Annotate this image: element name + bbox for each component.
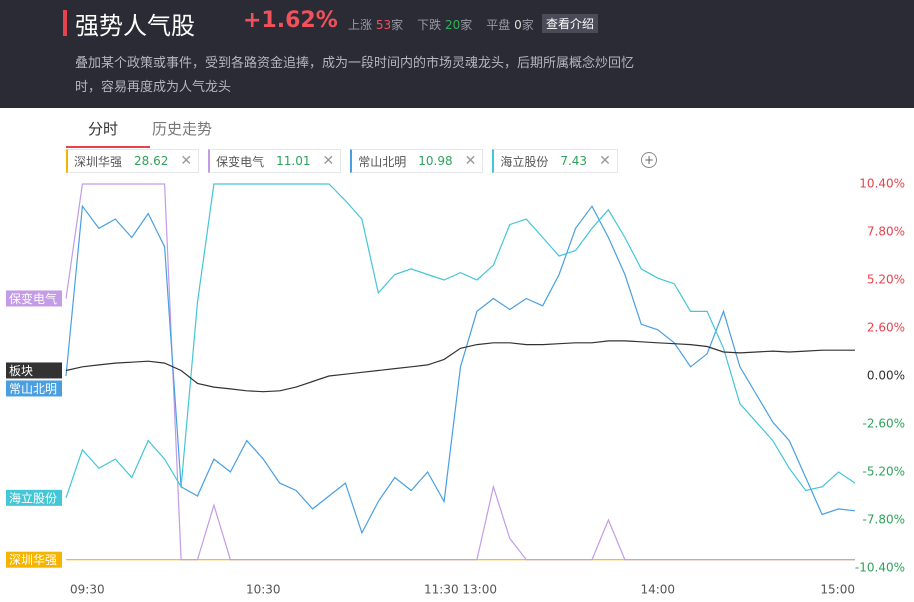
stat-count: 0: [514, 18, 522, 32]
stat-count: 53: [375, 18, 392, 32]
series-tag: [6, 362, 62, 379]
stat: 平盘 0家: [486, 16, 534, 33]
y-tick-label: 10.40%: [859, 177, 905, 191]
watch-price: 10.98: [418, 154, 453, 168]
close-icon[interactable]: ✕: [180, 153, 193, 169]
watch-price: 28.62: [134, 154, 169, 168]
description: 时，容易再度成为人气龙头: [75, 80, 232, 95]
tabs: 分时 历史走势: [88, 118, 212, 139]
y-tick-label: -2.60%: [863, 417, 905, 431]
title: 强势人气股: [75, 12, 195, 40]
y-tick-label: 5.20%: [867, 273, 905, 287]
watch-item[interactable]: 海立股份 7.43 ✕: [492, 149, 618, 173]
x-tick-label: 11:30 13:00: [424, 583, 497, 597]
watch-price: 7.43: [560, 154, 588, 168]
series-tag: [6, 551, 62, 568]
watch-item[interactable]: 保变电气 11.01 ✕: [208, 149, 342, 173]
stat: 上涨 53家: [348, 16, 403, 33]
stats: 上涨 53家 下跌 20家 平盘 0家: [348, 16, 534, 33]
x-tick-label: 10:30: [246, 583, 281, 597]
y-tick-label: 2.60%: [867, 321, 905, 335]
stat-unit: 家: [391, 18, 404, 32]
y-tick-label: 7.80%: [867, 225, 905, 239]
stat-unit: 家: [460, 18, 473, 32]
series-line: [65, 183, 855, 561]
watch-item[interactable]: 常山北明 10.98 ✕: [350, 149, 484, 173]
series-tag-label: 海立股份: [9, 490, 57, 505]
close-icon[interactable]: ✕: [464, 153, 477, 169]
intro-button[interactable]: 查看介绍: [542, 14, 599, 33]
watch-name: 保变电气: [216, 154, 265, 169]
series-tag-label: 常山北明: [9, 382, 57, 396]
watch-name: 深圳华强: [74, 154, 123, 169]
accent-bar: [63, 10, 67, 36]
y-tick-label: 0.00%: [867, 369, 905, 383]
stat-label: 下跌: [417, 18, 442, 32]
tab-underline: [66, 146, 150, 148]
x-tick-label: 09:30: [70, 583, 105, 597]
description: 叠加某个政策或事件，受到各路资金追捧，成为一段时间内的市场灵魂龙头，后期所属概念…: [75, 56, 635, 71]
series-tag-label: 保变电气: [9, 291, 57, 306]
stat-label: 平盘: [486, 18, 511, 32]
header: 强势人气股 +1.62% 上涨 53家 下跌 20家 平盘 0家 查看介绍 叠加某个…: [0, 0, 914, 108]
series-tag-label: 深圳华强: [9, 553, 57, 567]
stat-label: 上涨: [348, 18, 373, 32]
watch-price: 11.01: [276, 154, 311, 168]
stat: 下跌 20家: [417, 16, 472, 33]
y-tick-label: -10.40%: [855, 561, 905, 575]
close-icon[interactable]: ✕: [322, 153, 335, 169]
close-icon[interactable]: ✕: [599, 153, 611, 169]
series-tag: [6, 290, 62, 307]
series-tag-label: 板块: [9, 364, 33, 378]
series-line: [65, 183, 856, 498]
tab[interactable]: 分时: [88, 120, 119, 138]
watch-name: 海立股份: [500, 154, 549, 169]
watch-name: 常山北明: [358, 154, 407, 169]
watch-item[interactable]: 深圳华强 28.62 ✕: [66, 149, 200, 173]
tab[interactable]: 历史走势: [152, 120, 213, 138]
watchlist: 深圳华强 28.62 ✕ 保变电气 11.01 ✕ 常山北明 10.98 ✕ 海立股份 7.43 ✕: [66, 149, 618, 173]
chart: 10.40% 7.80% 5.20% 2.60% 0.00% -2.60% -5.20% -7…: [6, 177, 905, 597]
series-line: [65, 340, 855, 393]
stat-unit: 家: [521, 18, 534, 32]
y-tick-label: -5.20%: [863, 465, 905, 479]
stat-count: 20: [444, 18, 461, 32]
y-tick-label: -7.80%: [863, 513, 905, 527]
x-tick-label: 15:00: [820, 583, 855, 597]
x-tick-label: 14:00: [640, 583, 675, 597]
change: +1.62%: [243, 8, 338, 33]
add-button[interactable]: +: [641, 152, 657, 168]
series-tag: [6, 489, 62, 506]
series-tag: [6, 380, 62, 397]
series-line: [65, 204, 856, 535]
